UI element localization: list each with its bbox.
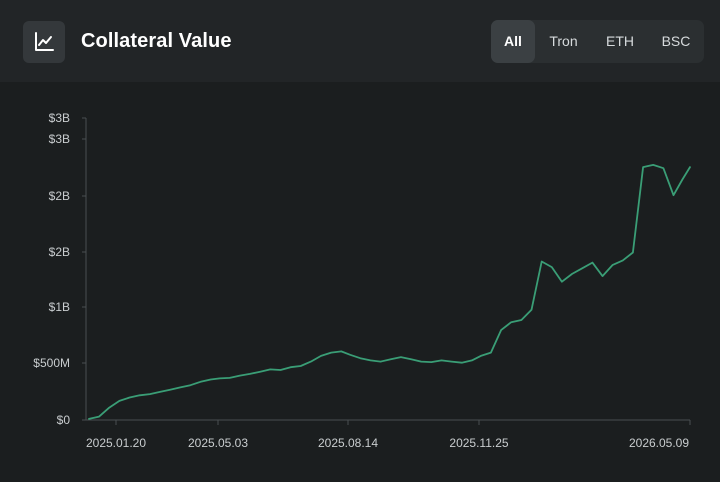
tab-eth[interactable]: ETH: [606, 33, 634, 49]
chart-icon-box: [23, 21, 65, 63]
x-tick-label: 2025.05.03: [188, 436, 248, 450]
chart-area: $0 $500M $1B $2B $2B $3B $3B 2025.01.20 2025.05.…: [0, 82, 720, 477]
y-tick-label: $0: [57, 413, 71, 427]
tab-all[interactable]: All: [491, 20, 535, 63]
y-tick-label: $500M: [33, 356, 70, 370]
chain-tabs: All Tron ETH BSC: [491, 20, 704, 63]
y-tick-label: $2B: [49, 245, 70, 259]
line-chart-icon: [35, 32, 54, 51]
collateral-value-chart: $0 $500M $1B $2B $2B $3B $3B 2025.01.20 2025.05.…: [33, 111, 691, 450]
x-tick-label: 2026.05.09: [629, 436, 689, 450]
tab-tron[interactable]: Tron: [549, 33, 578, 49]
x-tick-label: 2025.11.25: [449, 436, 508, 450]
x-tick-label: 2025.01.20: [86, 436, 146, 450]
collateral-value-line: [88, 164, 691, 420]
y-tick-label: $3B: [49, 132, 70, 146]
page-title: Collateral Value: [81, 30, 232, 52]
y-tick-label: $1B: [49, 300, 70, 314]
y-tick-label: $2B: [49, 189, 70, 203]
y-tick-label: $3B: [49, 111, 70, 125]
chart-header: Collateral Value All Tron ETH BSC: [0, 0, 720, 82]
tab-bsc[interactable]: BSC: [661, 33, 691, 49]
x-tick-label: 2025.08.14: [318, 436, 378, 450]
